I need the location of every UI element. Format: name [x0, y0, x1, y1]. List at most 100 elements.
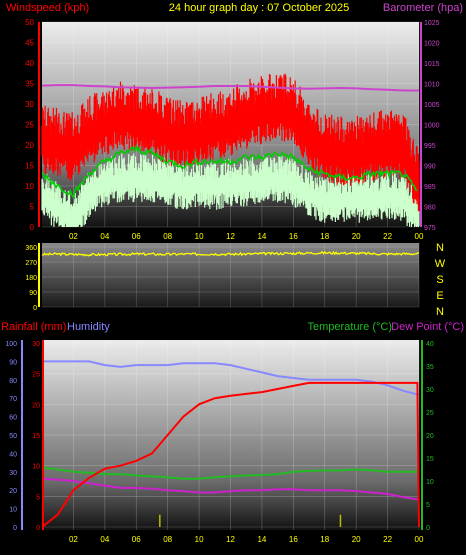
wind-x-tick-label: 00	[415, 232, 424, 241]
wind-y-tick-label: 40	[25, 59, 34, 68]
temperature-y-tick-label: 30	[426, 387, 434, 394]
chart-title: 24 hour graph day : 07 October 2025	[169, 2, 349, 14]
temperature-y-tick-label: 35	[426, 364, 434, 371]
humidity-y-tick-label: 70	[9, 396, 17, 403]
temperature-axis-title: Temperature (°C)	[308, 321, 392, 333]
humidity-y-tick-label: 100	[5, 341, 17, 348]
rain-x-tick-label: 10	[195, 535, 204, 544]
temperature-y-tick-label: 25	[426, 410, 434, 417]
humidity-y-tick-label: 10	[9, 507, 17, 514]
humidity-y-tick-label: 40	[9, 451, 17, 458]
barometer-y-tick-label: 980	[424, 205, 436, 212]
humidity-y-tick-label: 90	[9, 359, 17, 366]
wind-x-tick-label: 12	[226, 232, 235, 241]
wind-direction-series	[41, 250, 420, 257]
temperature-y-tick-label: 5	[426, 502, 430, 509]
temperature-series	[41, 466, 419, 480]
wind-x-tick-label: 16	[289, 232, 298, 241]
humidity-y-tick-label: 20	[9, 488, 17, 495]
direction-y-tick-label: 270	[25, 260, 37, 267]
temperature-y-tick-label: 20	[426, 433, 434, 440]
rain-temp-plot-area	[42, 340, 419, 530]
wind-axis-title: Windspeed (kph)	[6, 2, 89, 14]
temperature-y-tick-label: 0	[426, 525, 430, 532]
wind-lull-series	[41, 153, 420, 227]
direction-y-tick-label: 180	[25, 275, 37, 282]
barometer-y-tick-label: 995	[424, 143, 436, 150]
wind-y-tick-label: 35	[25, 80, 34, 89]
direction-y-tick-label: 360	[25, 245, 37, 252]
rain-x-tick-label: 08	[163, 535, 172, 544]
wind-y-tick-label: 50	[25, 18, 34, 27]
barometer-y-tick-label: 985	[424, 184, 436, 191]
humidity-y-tick-label: 50	[9, 433, 17, 440]
compass-south: S	[436, 274, 443, 286]
barometer-y-tick-label: 990	[424, 164, 436, 171]
wind-x-tick-label: 10	[195, 232, 204, 241]
wind-gust-series	[41, 73, 420, 212]
wind-x-tick-label: 04	[100, 232, 109, 241]
rain-x-tick-label: 04	[100, 535, 109, 544]
humidity-y-tick-label: 0	[13, 525, 17, 532]
wind-y-tick-label: 10	[25, 182, 34, 191]
rain-x-tick-label: 22	[383, 535, 392, 544]
rain-x-tick-label: 14	[257, 535, 266, 544]
rain-y-tick-label: 0	[36, 525, 40, 532]
rain-y-tick-label: 30	[32, 341, 40, 348]
compass-north-bottom: N	[436, 306, 444, 318]
humidity-y-tick-label: 60	[9, 415, 17, 422]
barometer-y-tick-label: 1010	[424, 82, 440, 89]
temperature-y-tick-label: 40	[426, 341, 434, 348]
barometer-axis-title: Barometer (hpa)	[383, 2, 463, 14]
barometer-y-tick-label: 1025	[424, 20, 440, 27]
temperature-y-tick-label: 15	[426, 456, 434, 463]
wind-x-tick-label: 08	[163, 232, 172, 241]
dewpoint-axis-title: Dew Point (°C)	[391, 321, 464, 333]
rain-y-tick-label: 25	[32, 372, 40, 379]
wind-x-tick-label: 06	[132, 232, 141, 241]
wind-y-tick-label: 15	[25, 162, 34, 171]
direction-y-tick-label: 0	[33, 305, 37, 312]
rain-y-tick-label: 15	[32, 433, 40, 440]
rain-x-tick-label: 12	[226, 535, 235, 544]
rain-y-tick-label: 20	[32, 402, 40, 409]
rain-y-tick-label: 10	[32, 464, 40, 471]
compass-east: E	[436, 290, 443, 302]
rain-x-tick-label: 16	[289, 535, 298, 544]
temperature-y-tick-label: 10	[426, 479, 434, 486]
wind-y-tick-label: 20	[25, 141, 34, 150]
wind-y-tick-label: 25	[25, 121, 34, 130]
humidity-y-tick-label: 80	[9, 378, 17, 385]
compass-west: W	[435, 258, 446, 270]
wind-x-tick-label: 18	[320, 232, 329, 241]
wind-x-tick-label: 22	[383, 232, 392, 241]
barometer-y-tick-label: 1020	[424, 41, 440, 48]
rainfall-series	[41, 381, 420, 528]
wind-y-tick-label: 0	[30, 223, 35, 232]
wind-y-tick-label: 30	[25, 100, 34, 109]
barometer-series	[41, 84, 419, 92]
rain-y-tick-label: 5	[36, 494, 40, 501]
wind-x-tick-label: 02	[69, 232, 78, 241]
barometer-y-tick-label: 975	[424, 225, 436, 232]
barometer-y-tick-label: 1015	[424, 61, 440, 68]
direction-y-tick-label: 90	[29, 290, 37, 297]
wind-y-tick-label: 45	[25, 39, 34, 48]
humidity-series	[42, 360, 419, 396]
humidity-axis-title: Humidity	[67, 321, 110, 333]
humidity-y-tick-label: 30	[9, 470, 17, 477]
rain-x-tick-label: 20	[352, 535, 361, 544]
barometer-y-tick-label: 1000	[424, 123, 440, 130]
compass-north-top: N	[436, 242, 444, 254]
rain-x-tick-label: 02	[69, 535, 78, 544]
rain-x-tick-label: 00	[415, 535, 424, 544]
rainfall-axis-title: Rainfall (mm)	[1, 321, 66, 333]
wind-x-tick-label: 14	[257, 232, 266, 241]
barometer-y-tick-label: 1005	[424, 102, 440, 109]
rain-x-tick-label: 06	[132, 535, 141, 544]
rain-x-tick-label: 18	[320, 535, 329, 544]
dewpoint-series	[41, 477, 419, 501]
wind-y-tick-label: 5	[30, 203, 35, 212]
wind-average-series	[41, 144, 418, 200]
